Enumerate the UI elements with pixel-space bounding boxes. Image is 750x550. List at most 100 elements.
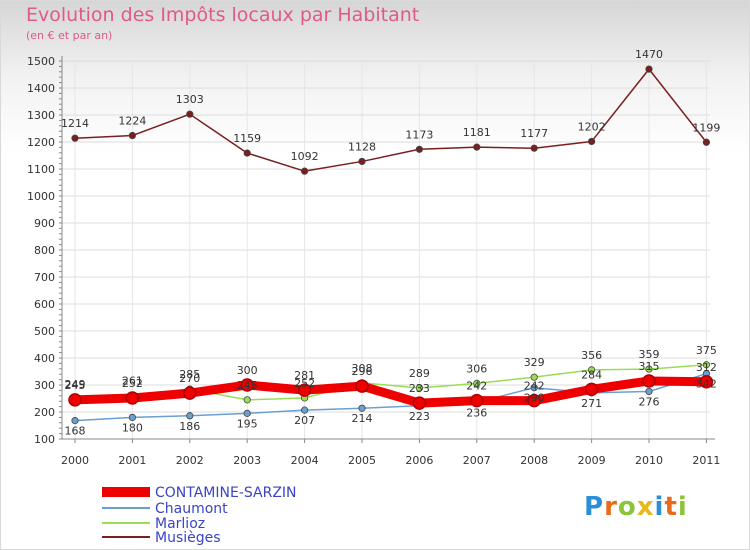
legend-label: Musièges [155, 530, 221, 546]
y-tick-label: 100 [34, 433, 55, 446]
data-label: 315 [639, 360, 660, 373]
data-label: 249 [65, 378, 86, 391]
x-tick-label: 2010 [635, 454, 663, 467]
data-point [358, 157, 366, 166]
y-tick-label: 400 [34, 352, 55, 365]
x-tick-label: 2007 [463, 454, 491, 467]
data-label: 1181 [463, 126, 491, 139]
data-label: 1199 [692, 121, 720, 134]
y-tick-label: 300 [34, 379, 55, 392]
data-label: 270 [179, 372, 200, 385]
data-label: 1303 [176, 93, 204, 106]
data-point [243, 409, 251, 417]
data-label: 308 [352, 362, 373, 375]
data-point [125, 391, 140, 405]
y-tick-label: 1000 [27, 190, 55, 203]
data-point [355, 379, 369, 393]
data-label: 281 [294, 369, 315, 382]
x-tick-label: 2005 [348, 454, 376, 467]
data-point [645, 387, 653, 396]
data-point [702, 138, 711, 146]
x-tick-label: 2011 [692, 454, 720, 467]
data-label: 236 [466, 406, 487, 419]
data-label: 242 [524, 380, 545, 393]
data-point [297, 383, 312, 397]
data-label: 214 [352, 412, 373, 425]
x-tick-label: 2002 [176, 454, 204, 467]
data-label: 329 [524, 356, 545, 369]
data-point [68, 393, 82, 407]
data-label: 271 [581, 397, 602, 410]
data-label: 289 [409, 367, 430, 380]
series-line-musièges [74, 68, 708, 172]
data-point [642, 374, 656, 388]
data-label: 1177 [520, 127, 548, 140]
data-label: 296 [352, 365, 373, 378]
data-label: 312 [696, 361, 717, 374]
x-tick-label: 2004 [291, 454, 319, 467]
x-tick-label: 2001 [118, 454, 146, 467]
data-label: 1173 [405, 128, 433, 141]
chart-title: Evolution des Impôts locaux par Habitant [26, 4, 420, 26]
x-tick-label: 2000 [61, 454, 89, 467]
y-tick-label: 1400 [27, 82, 55, 95]
legend-label: Marlioz [155, 516, 205, 532]
data-point [699, 375, 714, 389]
data-point [473, 143, 481, 151]
data-point [243, 396, 251, 404]
data-point [412, 396, 427, 410]
y-tick-label: 500 [34, 325, 55, 338]
data-label: 242 [466, 380, 487, 393]
data-label: 1202 [578, 120, 606, 133]
data-point [300, 406, 309, 414]
data-label: 306 [466, 362, 487, 375]
data-point [240, 378, 254, 392]
data-label: 1128 [348, 140, 376, 153]
series-line-contamine-sarzin [70, 376, 711, 408]
data-point [527, 393, 541, 408]
data-label: 284 [581, 368, 602, 381]
data-label: 195 [237, 417, 258, 430]
data-point [300, 167, 309, 175]
data-point [186, 110, 194, 118]
data-label: 245 [65, 379, 86, 392]
data-label: 223 [409, 410, 430, 423]
legend-label: CONTAMINE-SARZIN [155, 485, 297, 501]
chart-subtitle: (en € et par an) [26, 29, 113, 42]
data-label: 1214 [61, 117, 89, 130]
proxiti-logo: Proxiti [584, 492, 688, 522]
y-tick-label: 800 [34, 244, 55, 257]
y-tick-label: 1200 [27, 136, 55, 149]
data-label: 375 [696, 344, 717, 357]
data-point [530, 384, 538, 392]
data-label: 1092 [291, 150, 319, 163]
y-tick-label: 900 [34, 217, 55, 230]
data-label: 252 [294, 377, 315, 390]
data-point [587, 366, 596, 374]
data-point [128, 131, 136, 140]
series-line-chaumont [74, 372, 708, 422]
data-point [473, 379, 481, 387]
data-label: 356 [581, 349, 602, 362]
data-point [71, 134, 79, 142]
data-point [243, 149, 251, 157]
x-tick-label: 2008 [520, 454, 548, 467]
y-tick-label: 200 [34, 406, 55, 419]
data-label: 233 [409, 382, 430, 395]
data-label: 300 [237, 364, 258, 377]
data-label: 1159 [233, 132, 261, 145]
data-point [645, 65, 653, 73]
data-label: 1224 [118, 115, 146, 128]
data-label: 207 [294, 414, 315, 427]
y-tick-label: 600 [34, 298, 55, 311]
data-point [530, 373, 538, 381]
data-point [470, 393, 484, 408]
data-point [587, 137, 596, 146]
data-label: 186 [179, 420, 200, 433]
data-point [128, 413, 136, 421]
data-point [183, 386, 197, 400]
data-point [358, 404, 366, 412]
data-label: 290 [524, 392, 545, 405]
